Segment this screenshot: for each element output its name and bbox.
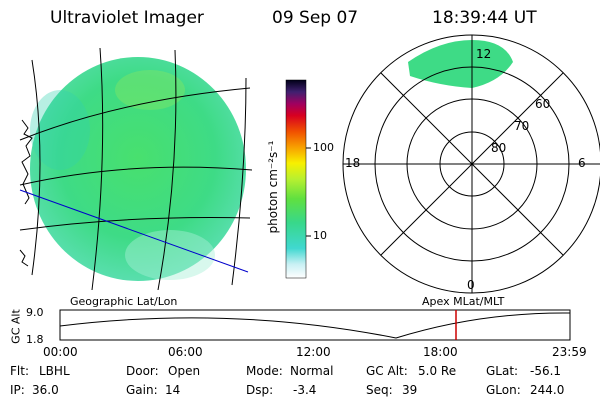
info-glon-label: GLon: xyxy=(486,383,521,397)
auroral-image-patch xyxy=(408,40,513,88)
info-dsp-value: -3.4 xyxy=(293,383,317,397)
info-glat-value: -56.1 xyxy=(530,364,562,378)
coastline xyxy=(19,119,33,267)
gc-alt-plot xyxy=(59,309,571,341)
geographic-caption: Geographic Lat/Lon xyxy=(70,295,178,308)
info-mode-label: Mode: xyxy=(246,364,283,378)
instrument-title: Ultraviolet Imager xyxy=(50,8,204,28)
info-gcalt-label: GC Alt: xyxy=(366,364,408,378)
info-seq-label: Seq: xyxy=(366,383,393,397)
info-flt-value: LBHL xyxy=(39,364,70,378)
info-dsp-label: Dsp: xyxy=(246,383,274,397)
lat-label-80: 80 xyxy=(491,141,507,155)
colorbar-label: photon cm⁻²s⁻¹ xyxy=(266,140,280,234)
info-mode-value: Normal xyxy=(290,364,334,378)
lat-lon-grid xyxy=(19,47,253,290)
date-label: 09 Sep 07 xyxy=(272,8,359,28)
info-door-value: Open xyxy=(168,364,201,378)
x-tick-2359: 23:59 xyxy=(552,345,587,359)
lat-label-70: 70 xyxy=(514,119,530,133)
altitude-curve xyxy=(59,312,571,339)
colorbar-tick-100: 100 xyxy=(313,141,334,154)
colorbar-tick-10: 10 xyxy=(313,229,327,242)
x-tick-0000: 00:00 xyxy=(43,345,78,359)
info-gain-label: Gain: xyxy=(126,383,158,397)
mlt-label-12: 12 xyxy=(476,47,492,61)
mlt-label-18: 18 xyxy=(345,156,361,170)
x-tick-1800: 18:00 xyxy=(423,345,458,359)
apex-caption: Apex MLat/MLT xyxy=(422,295,505,308)
time-label: 18:39:44 UT xyxy=(432,8,537,28)
info-flt-label: Flt: xyxy=(10,364,29,378)
info-glat-label: GLat: xyxy=(486,364,519,378)
x-tick-1200: 12:00 xyxy=(296,345,331,359)
info-gain-value: 14 xyxy=(165,383,181,397)
satellite-track-line xyxy=(19,189,249,273)
gc-alt-ylabel: GC Alt xyxy=(9,309,23,344)
info-seq-value: 39 xyxy=(402,383,418,397)
mlt-label-0: 0 xyxy=(467,278,475,292)
polar-panel xyxy=(342,34,600,294)
info-door-label: Door: xyxy=(126,364,159,378)
earth-disk-image xyxy=(30,57,246,281)
geographic-panel xyxy=(19,47,253,290)
x-tick-0600: 06:00 xyxy=(168,345,203,359)
info-ip-label: IP: xyxy=(10,383,25,397)
colorbar xyxy=(285,79,307,279)
mlt-label-6: 6 xyxy=(578,156,586,170)
info-gcalt-value: 5.0 Re xyxy=(418,364,457,378)
gc-alt-ymin: 1.8 xyxy=(26,333,44,346)
info-ip-value: 36.0 xyxy=(32,383,59,397)
gc-alt-ymax: 9.0 xyxy=(26,306,44,319)
lat-label-60: 60 xyxy=(535,97,551,111)
info-glon-value: 244.0 xyxy=(530,383,565,397)
